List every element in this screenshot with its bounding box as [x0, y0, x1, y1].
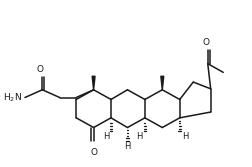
Text: H$_2$N: H$_2$N	[3, 91, 22, 104]
Text: H: H	[124, 142, 131, 151]
Text: H: H	[137, 132, 143, 141]
Polygon shape	[92, 76, 95, 90]
Text: O: O	[37, 65, 44, 74]
Text: H: H	[182, 132, 188, 141]
Text: H: H	[103, 132, 109, 141]
Text: O: O	[90, 148, 97, 157]
Text: O: O	[202, 38, 209, 47]
Polygon shape	[161, 76, 164, 90]
